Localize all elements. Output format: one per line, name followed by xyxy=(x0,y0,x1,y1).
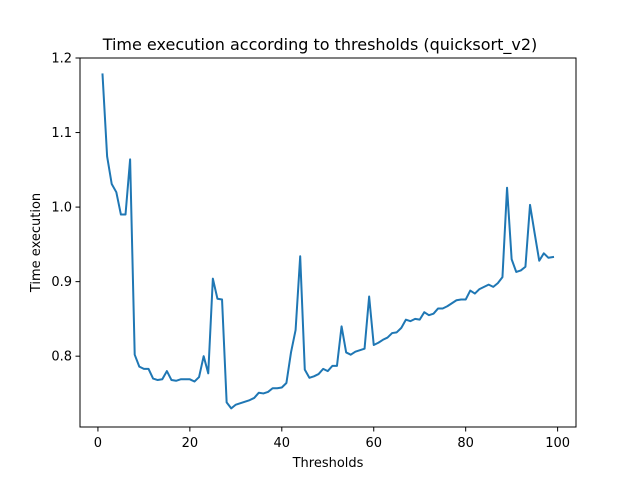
x-axis-label: Thresholds xyxy=(292,456,364,471)
x-tick-label: 40 xyxy=(274,436,291,451)
x-tick-label: 60 xyxy=(365,436,382,451)
y-tick-label: 0.8 xyxy=(51,350,72,365)
y-tick-label: 1.0 xyxy=(51,201,72,216)
plot-frame xyxy=(79,57,577,428)
y-tick-label: 1.1 xyxy=(51,126,72,141)
x-tick-label: 0 xyxy=(94,436,102,451)
x-tick-label: 20 xyxy=(182,436,199,451)
series-line-0 xyxy=(101,73,555,410)
y-axis-label: Time execution xyxy=(29,193,44,293)
y-tick-label: 1.2 xyxy=(51,52,72,67)
axis-ticks: 0 20 40 60 80 100 0.8 0.9 1.0 1.1 1.2 xyxy=(51,52,570,452)
y-tick-label: 0.9 xyxy=(51,275,72,290)
plot-area xyxy=(101,73,555,410)
x-tick-label: 100 xyxy=(545,436,570,451)
chart-title: Time execution according to thresholds (… xyxy=(102,35,538,55)
x-tick-label: 80 xyxy=(457,436,474,451)
